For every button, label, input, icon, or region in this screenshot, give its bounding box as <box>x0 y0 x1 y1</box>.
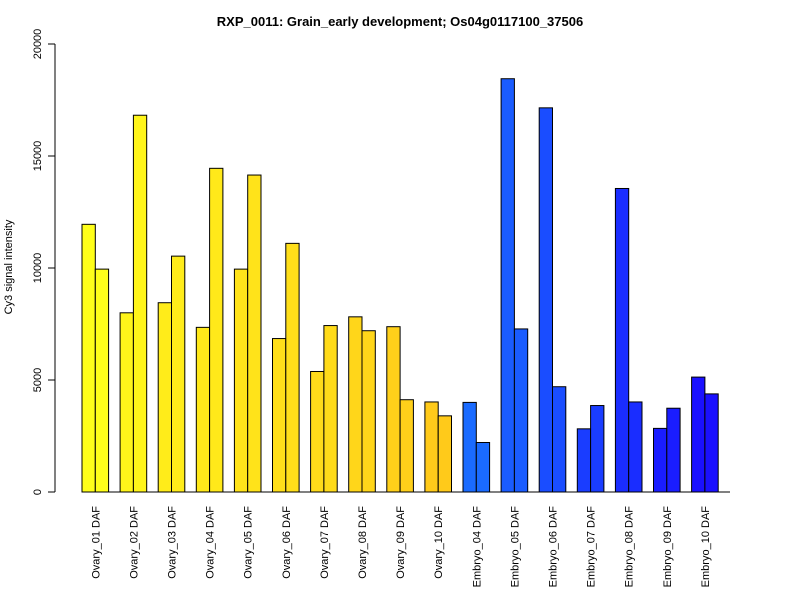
bar <box>462 401 477 493</box>
bar <box>576 428 592 493</box>
bar <box>81 223 96 493</box>
bar <box>233 268 249 493</box>
bar <box>513 328 529 493</box>
x-tick-label: Ovary_10 DAF <box>433 506 445 579</box>
x-tick-label: Ovary_03 DAF <box>167 506 179 579</box>
x-tick-label: Embryo_05 DAF <box>509 506 521 588</box>
bar <box>94 268 110 493</box>
x-tick-label: Ovary_05 DAF <box>243 506 255 579</box>
x-tick-label: Embryo_06 DAF <box>548 506 560 588</box>
y-axis: 0 5000 10000 15000 20000 <box>32 29 56 495</box>
x-tick-label: Embryo_08 DAF <box>624 506 636 588</box>
bar <box>628 401 643 493</box>
bar <box>653 427 668 493</box>
x-tick-label: Ovary_02 DAF <box>128 506 140 579</box>
x-axis: Ovary_01 DAF Ovary_02 DAF Ovary_03 DAF Ovar… <box>82 491 730 588</box>
y-tick-label: 0 <box>32 489 44 495</box>
bar <box>195 326 211 493</box>
bar <box>209 167 224 493</box>
x-tick-label: Ovary_01 DAF <box>90 506 102 579</box>
bar <box>157 302 172 493</box>
x-tick-label: Embryo_04 DAF <box>471 506 483 588</box>
bars <box>81 78 719 493</box>
bar <box>538 107 554 493</box>
y-axis-label: Cy3 signal intensity <box>3 219 15 314</box>
x-tick-label: Ovary_08 DAF <box>357 506 369 579</box>
bar <box>614 187 630 493</box>
x-tick-label: Ovary_04 DAF <box>205 506 217 579</box>
bar <box>171 255 186 493</box>
bar <box>285 242 300 493</box>
bar <box>348 316 363 493</box>
bar <box>424 401 439 493</box>
x-tick-label: Embryo_09 DAF <box>662 506 674 588</box>
x-tick-label: Embryo_07 DAF <box>586 506 598 588</box>
bar <box>323 325 338 493</box>
bar <box>500 78 515 493</box>
y-tick-label: 10000 <box>32 253 44 284</box>
x-tick-label: Embryo_10 DAF <box>700 506 712 588</box>
bar <box>666 407 681 493</box>
bar <box>361 330 376 493</box>
bar <box>691 376 706 493</box>
bar <box>399 399 414 493</box>
chart-title: RXP_0011: Grain_early development; Os04g… <box>217 14 583 29</box>
y-tick-label: 15000 <box>32 141 44 172</box>
bar <box>310 370 325 493</box>
y-tick-label: 5000 <box>32 368 44 392</box>
y-tick-label: 20000 <box>32 29 44 60</box>
bar <box>590 405 605 493</box>
bar <box>272 338 287 493</box>
bar <box>475 441 491 493</box>
bar <box>247 174 262 493</box>
bar <box>132 114 148 493</box>
bar <box>437 415 453 493</box>
x-tick-label: Ovary_09 DAF <box>395 506 407 579</box>
bar <box>704 393 719 493</box>
bar <box>386 326 401 493</box>
x-tick-label: Ovary_07 DAF <box>319 506 331 579</box>
x-tick-label: Ovary_06 DAF <box>281 506 293 579</box>
bar <box>119 312 134 493</box>
bar <box>552 386 567 493</box>
